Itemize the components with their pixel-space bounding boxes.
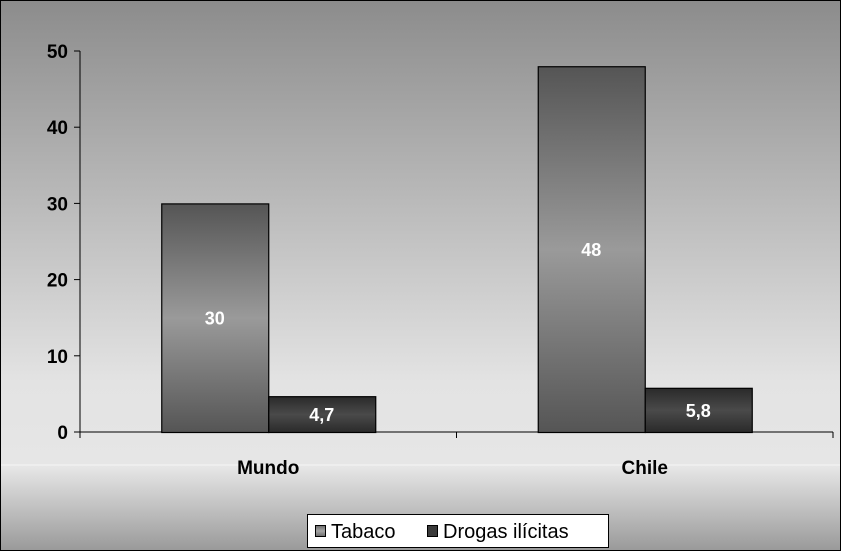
y-tick-label: 50 [47,42,68,63]
legend-label-tabaco: Tabaco [331,521,396,543]
legend-label-drogas-ilicitas: Drogas ilícitas [443,521,569,543]
data-labels: 30 4,7 48 5,8 [205,240,711,425]
x-tick-label-chile: Chile [622,458,668,479]
bar-chile-drogas-il-citas [644,387,753,434]
bars [161,66,753,434]
data-label-chile-tabaco: 48 [581,240,601,260]
data-label-chile-drogas-il-citas: 5,8 [686,401,711,421]
y-tick-label: 40 [47,118,68,139]
legend-swatch-drogas-ilicitas [427,525,438,537]
bar-mundo-drogas-il-citas [268,396,377,434]
legend: Tabaco Drogas ilícitas [307,514,609,548]
x-tick-label-mundo: Mundo [237,458,299,479]
y-axis: 0 10 20 30 40 50 [47,42,81,444]
y-tick-label: 30 [47,194,68,215]
data-label-mundo-tabaco: 30 [205,309,225,329]
bar-chile-tabaco [537,66,646,434]
y-tick-label: 10 [47,347,68,368]
legend-swatch-tabaco [315,525,326,537]
y-tick-label: 20 [47,271,68,292]
data-label-mundo-drogas-il-citas: 4,7 [309,405,334,425]
y-tick-label: 0 [57,423,68,444]
bar-mundo-tabaco [161,203,270,434]
legend-box [307,514,609,548]
